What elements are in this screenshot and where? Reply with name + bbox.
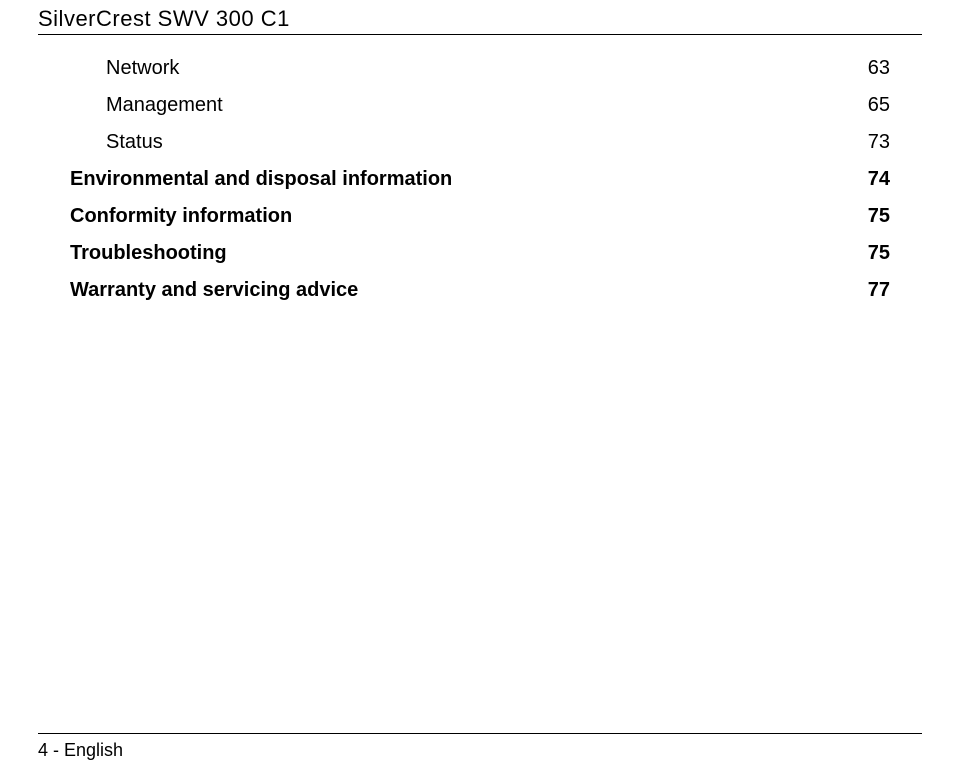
page-footer: 4 - English (38, 733, 922, 761)
toc-label: Network (106, 58, 179, 78)
toc-page: 75 (868, 243, 890, 263)
page: SilverCrest SWV 300 C1 Network 63 Manage… (0, 0, 960, 777)
toc-page: 75 (868, 206, 890, 226)
toc-page: 73 (868, 132, 890, 152)
toc-label: Conformity information (70, 206, 292, 226)
toc-page: 74 (868, 169, 890, 189)
toc-entry: Conformity information 75 (70, 206, 890, 226)
toc-page: 63 (868, 58, 890, 78)
footer-text: 4 - English (38, 740, 922, 761)
toc-label: Troubleshooting (70, 243, 227, 263)
toc-entry: Management 65 (70, 95, 890, 115)
toc-entry: Environmental and disposal information 7… (70, 169, 890, 189)
page-header: SilverCrest SWV 300 C1 (38, 6, 922, 35)
toc-entry: Troubleshooting 75 (70, 243, 890, 263)
toc-label: Management (106, 95, 223, 115)
toc-label: Warranty and servicing advice (70, 280, 358, 300)
toc-label: Environmental and disposal information (70, 169, 452, 189)
toc-label: Status (106, 132, 163, 152)
toc-entry: Status 73 (70, 132, 890, 152)
toc-entry: Warranty and servicing advice 77 (70, 280, 890, 300)
toc-page: 77 (868, 280, 890, 300)
header-title: SilverCrest SWV 300 C1 (38, 6, 922, 32)
toc-entry: Network 63 (70, 58, 890, 78)
toc-page: 65 (868, 95, 890, 115)
table-of-contents: Network 63 Management 65 Status 73 Envir… (70, 58, 890, 317)
